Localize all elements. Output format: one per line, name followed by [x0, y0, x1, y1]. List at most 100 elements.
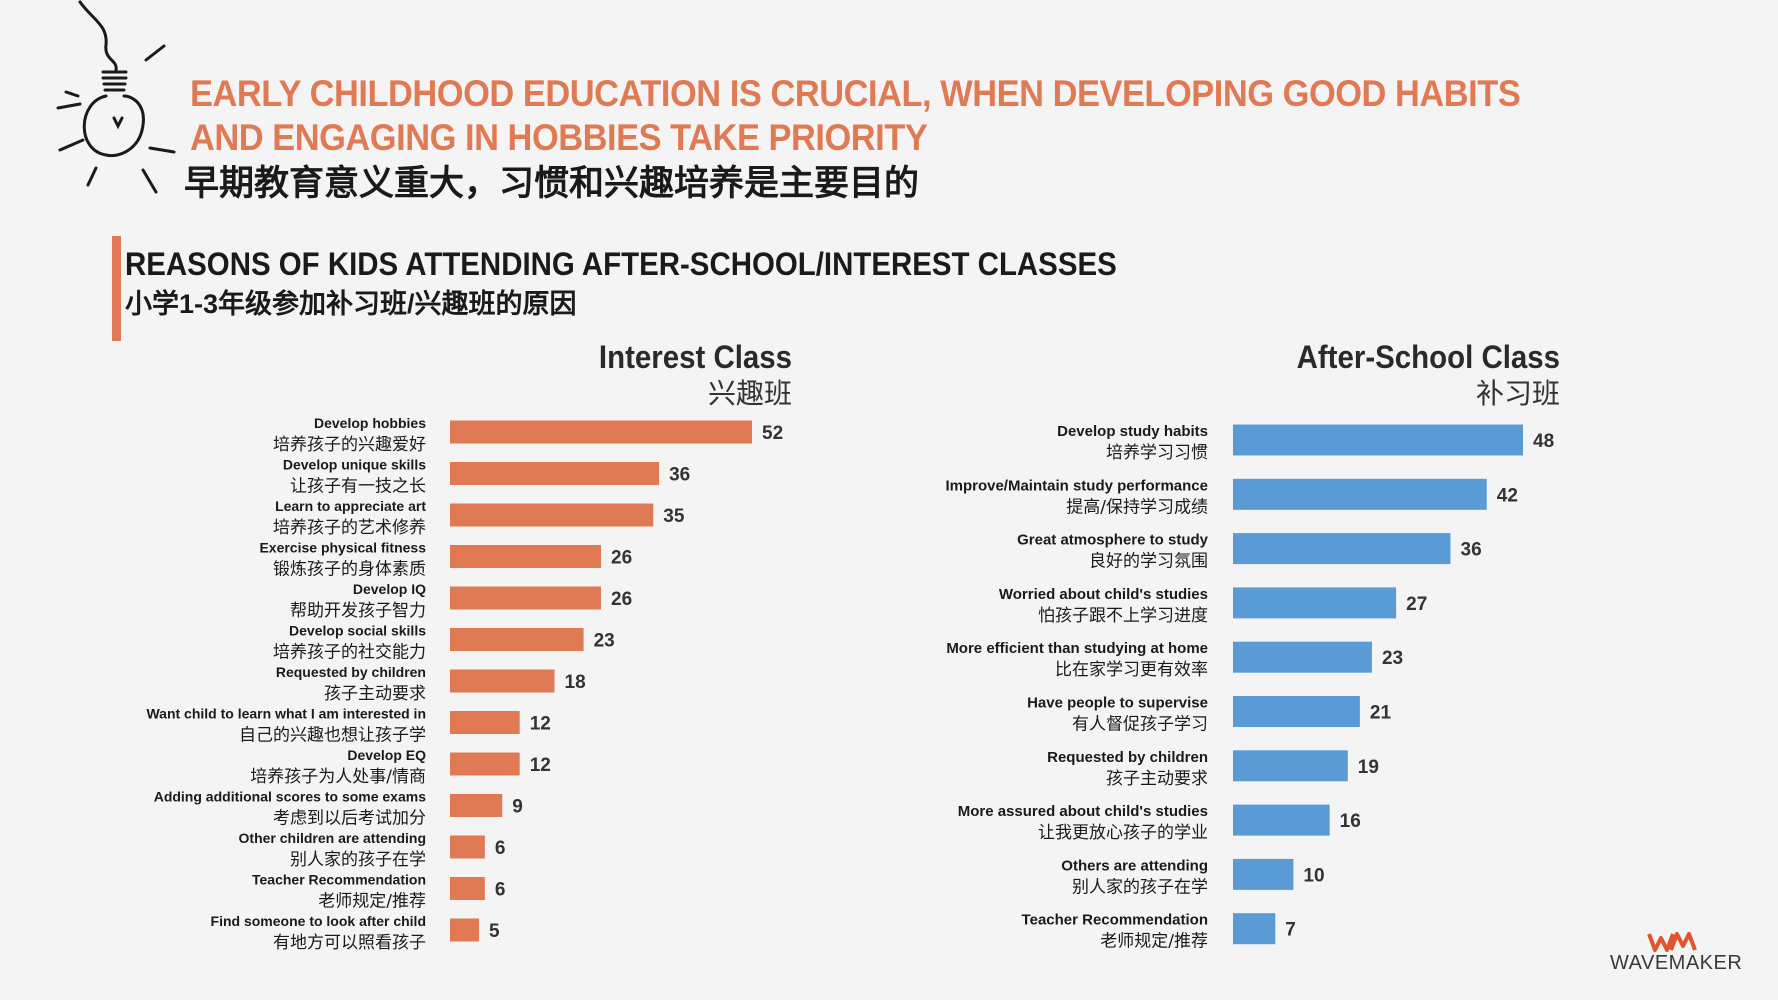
data-label: 35	[663, 506, 685, 527]
category-label-cn: 培养孩子的兴趣爱好	[273, 435, 426, 455]
afterschool-chart-title: After-School Class	[1296, 339, 1560, 375]
category-label: Develop IQ	[353, 581, 426, 597]
bar	[450, 462, 660, 485]
bar	[450, 669, 555, 693]
category-label-cn: 自己的兴趣也想让孩子学	[239, 726, 426, 746]
bar	[1233, 913, 1276, 945]
category-label-cn: 有地方可以照看孩子	[273, 933, 426, 953]
category-label: Develop hobbies	[314, 415, 426, 431]
category-label: Other children are attending	[239, 830, 426, 846]
bar	[450, 420, 752, 444]
bar	[1233, 533, 1451, 565]
category-label-cn: 良好的学习氛围	[1089, 552, 1208, 572]
category-label: Teacher Recommendation	[1022, 912, 1208, 929]
bar	[450, 586, 601, 610]
data-label: 36	[1461, 540, 1482, 561]
bar	[1233, 641, 1372, 673]
wavemaker-logo	[1647, 932, 1697, 952]
category-label: Adding additional scores to some exams	[154, 789, 427, 805]
wavemaker-logo-text: WAVEMAKER	[1610, 952, 1743, 974]
category-label-cn: 锻炼孩子的身体素质	[273, 560, 426, 580]
data-label: 36	[669, 465, 690, 486]
category-label-cn: 考虑到以后考试加分	[273, 809, 426, 829]
data-label: 9	[512, 797, 523, 818]
category-label-cn: 老师规定/推荐	[318, 892, 426, 912]
category-label: Others are attending	[1061, 857, 1208, 874]
page-headline: EARLY CHILDHOOD EDUCATION IS CRUCIAL, WH…	[190, 73, 1521, 158]
category-label: Learn to appreciate art	[275, 498, 426, 514]
category-label-cn: 别人家的孩子在学	[1072, 877, 1208, 897]
data-label: 5	[489, 921, 500, 942]
category-label: Develop social skills	[289, 623, 426, 639]
data-label: 6	[495, 838, 506, 859]
bar	[450, 545, 601, 568]
category-label-cn: 让我更放心孩子的学业	[1038, 823, 1208, 843]
bar	[1233, 858, 1294, 890]
category-label: Develop unique skills	[283, 457, 426, 473]
data-label: 19	[1358, 757, 1379, 778]
category-label: Requested by children	[276, 664, 426, 680]
section-subtitle: 小学1-3年级参加补习班/兴趣班的原因	[125, 289, 577, 319]
section-title: REASONS OF KIDS ATTENDING AFTER-SCHOOL/I…	[125, 246, 1117, 282]
category-label: Find someone to look after child	[211, 913, 426, 929]
category-label-cn: 培养孩子的艺术修养	[273, 518, 426, 538]
lightbulb-icon	[56, 0, 176, 194]
category-label: Great atmosphere to study	[1017, 532, 1209, 549]
category-label-cn: 培养孩子的社交能力	[273, 643, 426, 663]
bar	[1233, 750, 1348, 782]
category-label: More efficient than studying at home	[946, 640, 1208, 657]
data-label: 23	[1382, 648, 1403, 669]
section-accent-bar	[112, 236, 121, 341]
category-label-cn: 提高/保持学习成绩	[1066, 497, 1208, 517]
data-label: 6	[495, 880, 506, 901]
bar	[1233, 696, 1360, 727]
category-label-cn: 别人家的孩子在学	[290, 850, 426, 870]
data-label: 16	[1340, 811, 1361, 832]
category-label: Worried about child's studies	[999, 586, 1208, 603]
bar	[1233, 478, 1487, 510]
category-label: Develop study habits	[1057, 423, 1208, 440]
data-label: 21	[1370, 703, 1392, 724]
bar	[450, 628, 584, 651]
data-label: 48	[1533, 431, 1554, 452]
data-label: 18	[565, 672, 586, 693]
bar	[1233, 424, 1523, 456]
data-label: 26	[611, 548, 632, 569]
category-label-cn: 培养学习习惯	[1106, 443, 1208, 463]
data-label: 27	[1406, 594, 1427, 615]
data-label: 42	[1497, 485, 1518, 506]
category-label-cn: 有人督促孩子学习	[1072, 715, 1208, 735]
bar	[450, 794, 503, 817]
bar	[450, 711, 520, 734]
category-label-cn: 帮助开发孩子智力	[290, 601, 426, 621]
bar	[450, 918, 480, 942]
category-label: More assured about child's studies	[958, 803, 1208, 820]
category-label: Want child to learn what I am interested…	[146, 706, 426, 722]
category-label: Requested by children	[1047, 749, 1208, 766]
data-label: 23	[594, 631, 615, 652]
data-label: 52	[762, 423, 783, 444]
data-label: 10	[1303, 865, 1324, 886]
interest-chart-subtitle: 兴趣班	[707, 378, 792, 409]
category-label-cn: 让孩子有一技之长	[290, 477, 426, 497]
data-label: 12	[530, 755, 551, 776]
bar	[1233, 804, 1330, 836]
category-label-cn: 孩子主动要求	[1106, 769, 1208, 789]
interest-chart-title: Interest Class	[598, 339, 792, 375]
data-label: 26	[611, 589, 632, 610]
category-label: Teacher Recommendation	[252, 872, 426, 888]
category-label-cn: 培养孩子为人处事/情商	[250, 767, 426, 787]
category-label-cn: 孩子主动要求	[324, 684, 426, 704]
bar	[450, 877, 485, 900]
category-label: Have people to supervise	[1027, 695, 1208, 712]
data-label: 7	[1285, 920, 1296, 941]
category-label: Improve/Maintain study performance	[945, 477, 1208, 494]
bar	[450, 503, 654, 527]
category-label: Develop EQ	[347, 747, 426, 763]
category-label-cn: 比在家学习更有效率	[1055, 660, 1208, 680]
bar	[1233, 587, 1397, 619]
category-label: Exercise physical fitness	[259, 540, 426, 556]
bar	[450, 752, 520, 776]
